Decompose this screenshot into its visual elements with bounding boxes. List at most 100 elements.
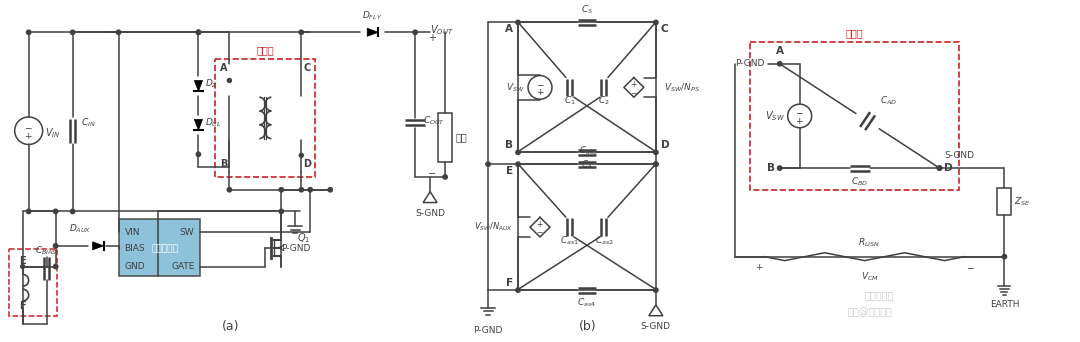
Circle shape [27,209,31,213]
Text: $V_{SW}$: $V_{SW}$ [765,109,785,123]
Text: $R_{LISN}$: $R_{LISN}$ [859,236,880,249]
Text: C: C [303,63,311,73]
Text: $-$: $-$ [25,122,33,131]
Circle shape [53,264,58,269]
Text: $V_{SW}/N_{PS}$: $V_{SW}/N_{PS}$ [664,81,700,94]
Circle shape [21,265,25,268]
Text: F: F [18,301,25,311]
Text: $-$: $-$ [630,87,637,96]
Circle shape [227,187,231,192]
Bar [119,219,201,276]
Text: $D_{AUX}$: $D_{AUX}$ [69,223,92,235]
Text: $V_{CM}$: $V_{CM}$ [861,271,878,283]
Text: $C_2$: $C_2$ [598,94,610,107]
Text: $-$: $-$ [536,79,544,88]
Circle shape [197,152,201,157]
Text: F: F [505,278,513,288]
Text: $+$: $+$ [536,87,544,97]
Circle shape [197,30,201,35]
Text: $C_{as4}$: $C_{as4}$ [578,296,596,308]
Circle shape [53,244,58,248]
Circle shape [70,30,75,35]
Text: S-GND: S-GND [945,151,974,160]
Text: $V_{IN}$: $V_{IN}$ [44,126,60,140]
Text: $+$: $+$ [25,131,33,141]
Text: $D_{CL}$: $D_{CL}$ [205,117,221,129]
Text: D: D [303,159,311,169]
Text: $C_{IN}$: $C_{IN}$ [81,117,95,129]
Text: $C_{BIAS}$: $C_{BIAS}$ [36,244,58,256]
Circle shape [516,150,521,155]
Polygon shape [194,119,203,130]
Text: $D_{FLY}$: $D_{FLY}$ [362,10,382,23]
Bar [438,113,453,162]
Circle shape [443,175,447,179]
Circle shape [53,209,58,213]
Text: P-GND: P-GND [281,244,310,253]
Text: SW: SW [179,227,194,237]
Text: $Z_{SE}$: $Z_{SE}$ [1014,195,1030,208]
Circle shape [516,162,521,166]
Circle shape [653,162,658,166]
Text: $-$: $-$ [967,263,975,272]
Circle shape [516,288,521,292]
Circle shape [778,166,782,170]
Bar [998,188,1011,215]
Text: C: C [661,24,669,35]
Text: A: A [505,24,513,35]
Text: P-GND: P-GND [473,326,503,334]
Circle shape [486,162,490,166]
Circle shape [778,62,782,66]
Text: $C_4$: $C_4$ [581,158,593,171]
Bar [9,249,56,316]
Circle shape [279,209,284,213]
Circle shape [653,288,658,292]
Polygon shape [367,28,378,36]
Text: (b): (b) [579,320,597,333]
Text: E: E [505,166,513,176]
Bar [750,42,959,190]
Text: S-GND: S-GND [415,209,445,219]
Text: $+$: $+$ [630,79,637,90]
Text: GATE: GATE [171,262,194,271]
Text: $Q_1$: $Q_1$ [297,231,311,245]
Text: B: B [219,159,227,169]
Text: $C_3$: $C_3$ [581,3,593,15]
Circle shape [299,187,303,192]
Circle shape [328,187,333,192]
Circle shape [937,166,942,170]
Text: 电路一点通: 电路一点通 [865,290,894,300]
Circle shape [413,30,417,35]
Circle shape [197,30,201,35]
Text: $V_{OUT}$: $V_{OUT}$ [430,23,454,37]
Circle shape [299,153,303,157]
Text: $C_{AD}$: $C_{AD}$ [879,95,896,107]
Text: $+$: $+$ [795,116,804,126]
Text: $C_{as2}$: $C_{as2}$ [594,234,613,247]
Text: GND: GND [124,262,145,271]
Text: EARTH: EARTH [989,300,1020,309]
Text: $V_{SW}$: $V_{SW}$ [507,81,525,94]
Text: D: D [945,163,954,173]
Text: $C_{as3}$: $C_{as3}$ [580,145,598,157]
Text: B: B [767,163,774,173]
Text: B: B [505,140,513,150]
Text: 负载: 负载 [455,133,467,143]
Circle shape [516,20,521,25]
Circle shape [937,166,942,170]
Text: $+$: $+$ [536,219,544,229]
Text: E: E [18,255,25,266]
Circle shape [228,79,231,82]
Circle shape [653,162,658,166]
Polygon shape [93,242,104,250]
Circle shape [70,209,75,213]
Text: $-$: $-$ [427,167,436,177]
Text: $C_{OUT}$: $C_{OUT}$ [423,115,445,127]
Circle shape [299,30,303,35]
Circle shape [1002,254,1007,259]
Text: 变压器: 变压器 [846,28,863,38]
Text: 变压器: 变压器 [257,45,274,55]
Text: +: + [755,263,762,272]
Text: 头条@鹏城电路: 头条@鹏城电路 [847,307,892,317]
Text: BIAS: BIAS [124,244,145,253]
